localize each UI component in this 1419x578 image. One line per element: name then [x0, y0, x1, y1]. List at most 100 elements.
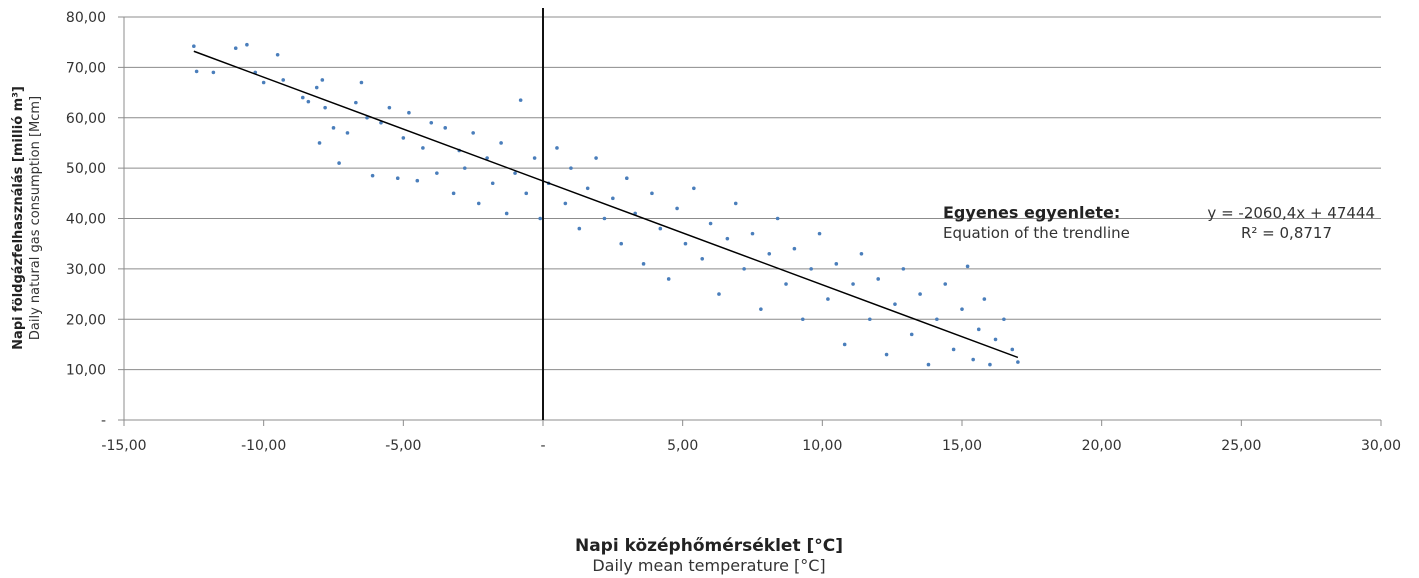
data-point — [192, 44, 196, 49]
data-point — [306, 99, 311, 104]
data-point — [421, 146, 425, 150]
data-point — [317, 141, 322, 145]
trendline-annotation-subtitle: Equation of the trendline — [943, 224, 1130, 242]
data-point — [725, 236, 730, 241]
data-point — [960, 307, 964, 311]
data-point — [926, 362, 931, 367]
data-point — [331, 126, 336, 130]
trendline-annotation-title: Egyenes egyenlete: — [943, 203, 1120, 222]
data-point — [577, 226, 582, 231]
data-point — [359, 80, 364, 85]
x-tick-label: -10,00 — [241, 438, 286, 454]
data-point — [918, 292, 922, 296]
data-point — [245, 42, 249, 47]
data-point — [884, 352, 889, 357]
data-point — [337, 161, 341, 165]
data-point — [893, 302, 897, 306]
data-point — [518, 98, 523, 102]
data-point — [194, 69, 199, 74]
y-tick-label: 30,00 — [66, 262, 106, 278]
data-point — [524, 191, 529, 196]
data-point — [300, 95, 305, 100]
data-point — [471, 131, 475, 135]
data-point — [775, 216, 780, 221]
data-point — [692, 186, 696, 191]
data-point — [443, 126, 448, 130]
trendline-annotation-r-squared: R² = 0,8717 — [1241, 224, 1332, 242]
data-point — [650, 191, 654, 196]
data-point — [320, 78, 325, 82]
x-tick-label: 5,00 — [667, 438, 698, 454]
data-point — [1002, 317, 1006, 322]
y-tick-label: 60,00 — [66, 111, 106, 127]
data-point — [538, 216, 543, 221]
data-point — [868, 317, 872, 322]
data-point — [504, 211, 509, 216]
data-point — [733, 201, 738, 206]
data-point — [759, 307, 763, 311]
data-point — [708, 221, 713, 226]
data-point — [817, 231, 822, 236]
data-point — [876, 277, 880, 281]
x-tick-label: 25,00 — [1221, 438, 1261, 454]
x-tick-label: 10,00 — [802, 438, 842, 454]
data-point — [951, 347, 956, 352]
data-point — [354, 100, 358, 105]
data-point — [1010, 347, 1015, 352]
data-point — [851, 282, 855, 286]
data-point — [792, 246, 797, 251]
data-point — [407, 110, 411, 115]
data-point — [611, 196, 615, 201]
data-point — [625, 176, 629, 180]
data-point — [401, 136, 406, 140]
data-point — [602, 216, 607, 221]
x-tick-label: 20,00 — [1082, 438, 1122, 454]
data-point — [451, 191, 456, 196]
data-point — [976, 327, 981, 332]
data-point — [826, 297, 830, 301]
data-point — [281, 78, 286, 82]
data-point — [435, 171, 439, 175]
data-point — [365, 115, 369, 120]
data-point — [490, 181, 495, 186]
x-tick-label: 30,00 — [1361, 438, 1401, 454]
data-point — [988, 362, 992, 367]
y-tick-label: 70,00 — [66, 60, 106, 76]
x-tick-labels: -15,00 -10,00 -5,00-5,00 10,00 15,00 20,00 25,… — [101, 438, 1401, 454]
data-point — [641, 262, 646, 266]
data-point — [784, 282, 788, 286]
data-point — [485, 156, 489, 160]
y-axis-title: Napi földgázfelhasználás [millió m³] — [11, 86, 26, 350]
x-tick-label: -5,00 — [385, 438, 421, 454]
data-point — [658, 226, 663, 231]
data-point — [809, 267, 813, 271]
x-tick-label: - — [540, 438, 545, 454]
data-point — [982, 297, 987, 301]
data-point — [429, 120, 434, 125]
data-point — [462, 166, 467, 170]
gridlines — [124, 16, 1381, 371]
y-tick-label: 20,00 — [66, 312, 106, 328]
data-point — [513, 171, 517, 175]
y-tick-label: 10,00 — [66, 363, 106, 379]
data-point — [965, 264, 970, 269]
data-point — [563, 201, 568, 206]
data-point — [742, 267, 746, 271]
data-point — [750, 231, 755, 236]
data-point — [993, 337, 998, 342]
data-point — [211, 70, 216, 75]
data-point — [675, 206, 679, 211]
data-point — [842, 342, 847, 347]
y-tick-label: 40,00 — [66, 212, 106, 228]
y-tick-label: 80,00 — [66, 10, 106, 26]
data-point — [555, 146, 559, 150]
y-axis-subtitle: Daily natural gas consumption [Mcm] — [28, 96, 43, 340]
trendline — [193, 50, 1019, 359]
data-point — [569, 166, 573, 170]
data-point — [943, 282, 948, 286]
trendline-annotation-equation: y = -2060,4x + 47444 — [1207, 204, 1375, 222]
data-point — [345, 131, 350, 135]
data-point — [834, 262, 839, 266]
trendline-path — [193, 50, 1019, 359]
data-point — [314, 85, 319, 90]
